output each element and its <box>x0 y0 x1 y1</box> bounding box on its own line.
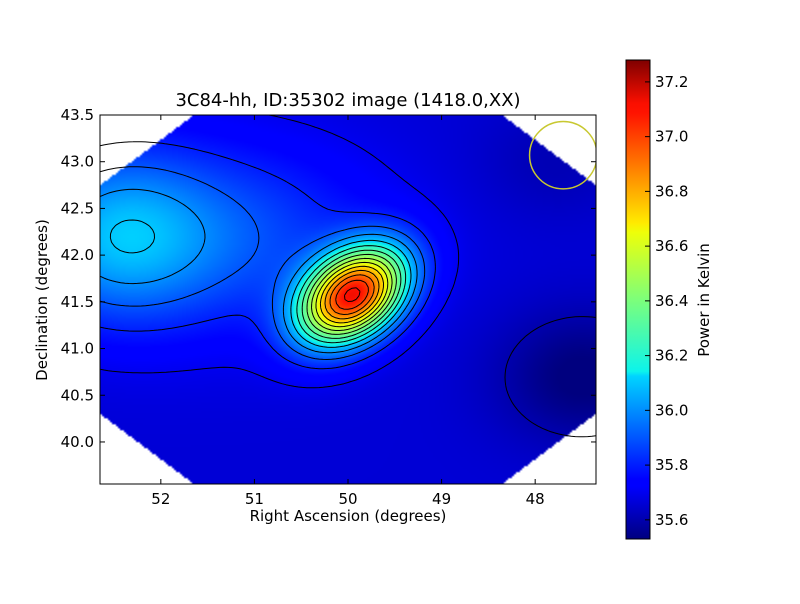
colorbar-tick-label: 37.2 <box>655 73 688 91</box>
y-tick-label: 43.0 <box>61 153 94 171</box>
colorbar-tick-label: 37.0 <box>655 128 688 146</box>
colorbar-label: Power in Kelvin <box>695 243 713 357</box>
contour-line <box>315 261 389 328</box>
contour-line <box>311 257 393 331</box>
contour-line <box>109 219 412 348</box>
contour-line <box>296 245 407 344</box>
colorbar-ticks: 35.6 35.8 36.0 36.2 36.4 36.6 36.8 37.0 37.2 <box>645 73 688 529</box>
colorbar-tick-label: 36.4 <box>655 292 688 310</box>
chart-title: 3C84-hh, ID:35302 image (1418.0,XX) <box>175 90 520 111</box>
y-tick-label: 40.5 <box>61 386 94 404</box>
colorbar-tick-label: 36.2 <box>655 347 688 365</box>
beam-circle <box>528 120 596 190</box>
y-tick-label: 42.5 <box>61 199 94 217</box>
contour-line <box>100 188 418 354</box>
contour-line <box>335 279 369 310</box>
contour-line <box>301 249 402 339</box>
contour-line <box>344 287 361 302</box>
contour-line <box>306 253 397 335</box>
x-tick-label: 49 <box>432 490 451 508</box>
y-tick-label: 42.0 <box>61 246 94 264</box>
contour-line <box>329 274 375 315</box>
x-tick-label: 50 <box>338 490 357 508</box>
x-axis-ticks: 52 51 50 49 48 <box>151 115 545 508</box>
y-tick-label: 43.5 <box>61 106 94 124</box>
contour-lines <box>100 115 596 438</box>
y-tick-label: 40.0 <box>61 433 94 451</box>
y-axis-ticks: 40.0 40.5 41.0 41.5 42.0 42.5 43.0 43.5 <box>61 106 596 451</box>
contour-line <box>100 166 426 360</box>
x-tick-label: 51 <box>245 490 264 508</box>
contour-line <box>324 269 380 320</box>
y-tick-label: 41.0 <box>61 340 94 358</box>
contour-line <box>319 265 384 324</box>
colorbar-tick-label: 35.8 <box>655 456 688 474</box>
y-tick-label: 41.5 <box>61 293 94 311</box>
colorbar-tick-label: 36.0 <box>655 401 688 419</box>
x-tick-label: 48 <box>526 490 545 508</box>
y-axis-label: Declination (degrees) <box>33 219 51 381</box>
colorbar-tick-label: 36.8 <box>655 182 688 200</box>
heatmap-image <box>100 115 596 484</box>
x-tick-label: 52 <box>151 490 170 508</box>
x-axis-label: Right Ascension (degrees) <box>250 507 447 525</box>
colorbar-tick-label: 35.6 <box>655 511 688 529</box>
contour-line <box>100 141 436 370</box>
colorbar <box>625 59 651 540</box>
colorbar-tick-label: 36.6 <box>655 237 688 255</box>
contour-line <box>504 316 596 438</box>
